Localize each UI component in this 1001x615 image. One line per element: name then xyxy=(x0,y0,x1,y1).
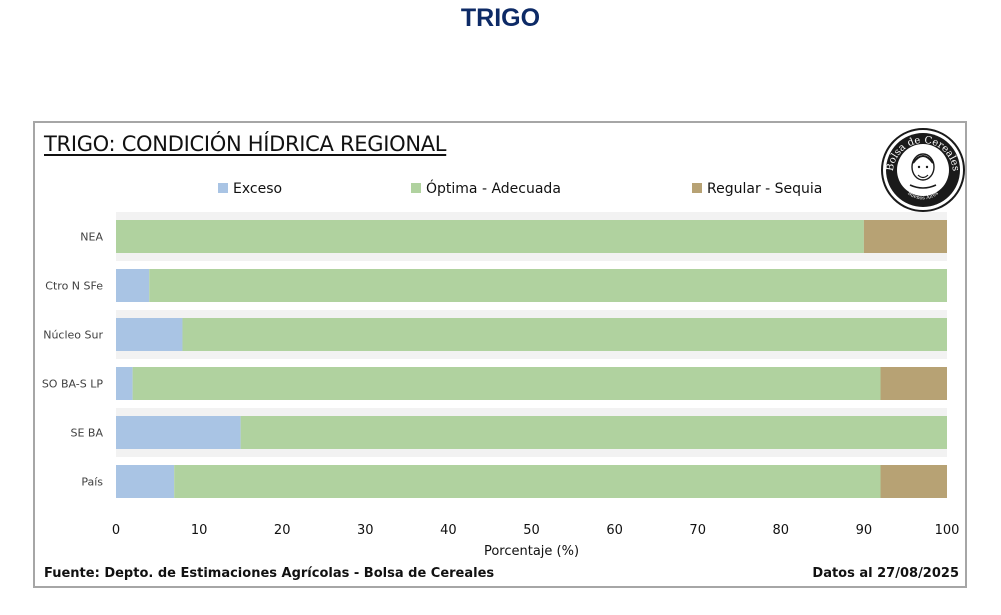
x-tick-label-70: 70 xyxy=(689,523,706,538)
bar-so-ba-s-lp-regular-sequia xyxy=(880,367,947,400)
x-tick-label-10: 10 xyxy=(191,523,208,538)
page-title: TRIGO xyxy=(460,4,541,32)
category-label-pais: País xyxy=(81,476,103,489)
legend-label-regular-sequia: Regular - Sequia xyxy=(707,181,823,197)
legend-label-exceso: Exceso xyxy=(233,181,283,197)
legend-item-regular-sequia: Regular - Sequia xyxy=(692,181,822,197)
legend-swatch-optima-adecuada xyxy=(411,183,421,193)
x-tick-label-20: 20 xyxy=(274,523,291,538)
x-tick-label-50: 50 xyxy=(523,523,540,538)
svg-text:Buenos Aires: Buenos Aires xyxy=(906,190,940,201)
bar-pais-optima-adecuada xyxy=(174,465,881,498)
legend-swatch-regular-sequia xyxy=(692,183,702,193)
data-date: Datos al 27/08/2025 xyxy=(812,566,959,581)
x-tick-label-100: 100 xyxy=(935,523,960,538)
bar-se-ba-optima-adecuada xyxy=(240,416,947,449)
bar-so-ba-s-lp-exceso xyxy=(116,367,133,400)
bolsa-de-cereales-logo: Bolsa de Cereales Buenos Aires xyxy=(881,128,965,212)
source-note: Fuente: Depto. de Estimaciones Agrícolas… xyxy=(44,566,495,581)
x-axis-label: Porcentaje (%) xyxy=(484,544,579,559)
category-label-so-ba-s-lp: SO BA-S LP xyxy=(42,378,104,391)
category-label-nucleo-sur: Núcleo Sur xyxy=(43,329,103,342)
chart-title: TRIGO: CONDICIÓN HÍDRICA REGIONAL xyxy=(44,132,447,156)
legend-swatch-exceso xyxy=(218,183,228,193)
legend-item-optima-adecuada: Óptima - Adecuada xyxy=(411,181,561,197)
x-tick-label-80: 80 xyxy=(773,523,790,538)
bar-nucleo-sur-exceso xyxy=(116,318,183,351)
bar-se-ba-exceso xyxy=(116,416,241,449)
bar-nucleo-sur-optima-adecuada xyxy=(182,318,948,351)
bar-nea-optima-adecuada xyxy=(116,220,864,253)
bar-ctro-n-sfe-exceso xyxy=(116,269,150,302)
bar-pais-regular-sequia xyxy=(880,465,947,498)
category-label-nea: NEA xyxy=(80,231,103,244)
category-label-ctro-n-sfe: Ctro N SFe xyxy=(45,280,103,293)
x-tick-label-60: 60 xyxy=(606,523,623,538)
x-tick-label-0: 0 xyxy=(112,523,120,538)
bar-nea-regular-sequia xyxy=(863,220,947,253)
legend-label-optima-adecuada: Óptima - Adecuada xyxy=(426,181,561,197)
bar-pais-exceso xyxy=(116,465,175,498)
bar-ctro-n-sfe-optima-adecuada xyxy=(149,269,948,302)
legend-item-exceso: Exceso xyxy=(218,181,282,197)
x-tick-label-30: 30 xyxy=(357,523,374,538)
x-tick-label-90: 90 xyxy=(856,523,873,538)
category-label-se-ba: SE BA xyxy=(70,427,103,440)
bar-so-ba-s-lp-optima-adecuada xyxy=(132,367,881,400)
x-tick-label-40: 40 xyxy=(440,523,457,538)
